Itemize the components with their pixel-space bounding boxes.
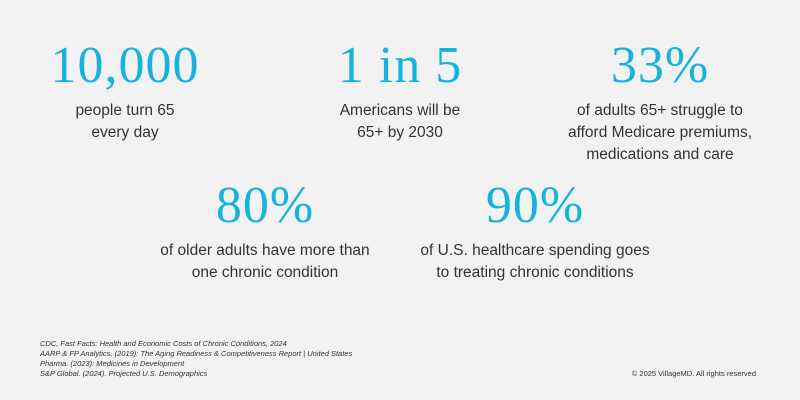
stat-label-line: of adults 65+ struggle to	[577, 102, 743, 119]
source-citation: Pharma. (2023): Medicines in Development	[40, 359, 185, 368]
stat-value: 33%	[610, 37, 710, 94]
stat-label: people turn 65 every day	[20, 100, 230, 144]
stat-label: Americans will be 65+ by 2030	[295, 100, 505, 144]
stat-label-line: of older adults have more than	[160, 242, 370, 259]
stat-people-turning-65: 10,000 people turn 65 every day	[20, 40, 230, 144]
copyright-notice: © 2025 VillageMD. All rights reserved	[631, 369, 756, 378]
stat-value: 1 in 5	[337, 37, 463, 94]
stat-label: of older adults have more than one chron…	[140, 240, 390, 284]
stat-value: 10,000	[50, 37, 200, 94]
stat-label-line: afford Medicare premiums,	[567, 124, 753, 141]
source-citation: AARP & FP Analytics, (2019): The Aging R…	[40, 349, 353, 358]
stat-label-line: people turn 65	[75, 102, 175, 119]
source-citation: CDC, Fast Facts: Health and Economic Cos…	[40, 339, 287, 348]
stat-americans-65-plus: 1 in 5 Americans will be 65+ by 2030	[295, 40, 505, 144]
sources-list: CDC, Fast Facts: Health and Economic Cos…	[40, 339, 500, 379]
stat-label-line: of U.S. healthcare spending goes	[420, 242, 650, 259]
source-citation: S&P Global. (2024). Projected U.S. Demog…	[40, 369, 208, 378]
stat-chronic-conditions: 80% of older adults have more than one c…	[140, 180, 390, 284]
stat-label: of U.S. healthcare spending goes to trea…	[410, 240, 660, 284]
stat-label-line: every day	[91, 124, 159, 141]
stat-label-line: 65+ by 2030	[357, 124, 443, 141]
stat-label-line: medications and care	[586, 146, 734, 163]
stat-value: 80%	[215, 177, 315, 234]
stat-label-line: one chronic condition	[191, 264, 339, 281]
stat-label: of adults 65+ struggle to afford Medicar…	[545, 100, 775, 166]
stat-label-line: Americans will be	[339, 102, 461, 119]
stat-value: 90%	[485, 177, 585, 234]
stat-healthcare-spending: 90% of U.S. healthcare spending goes to …	[410, 180, 660, 284]
stat-label-line: to treating chronic conditions	[436, 264, 634, 281]
stat-afford-medicare: 33% of adults 65+ struggle to afford Med…	[545, 40, 775, 166]
